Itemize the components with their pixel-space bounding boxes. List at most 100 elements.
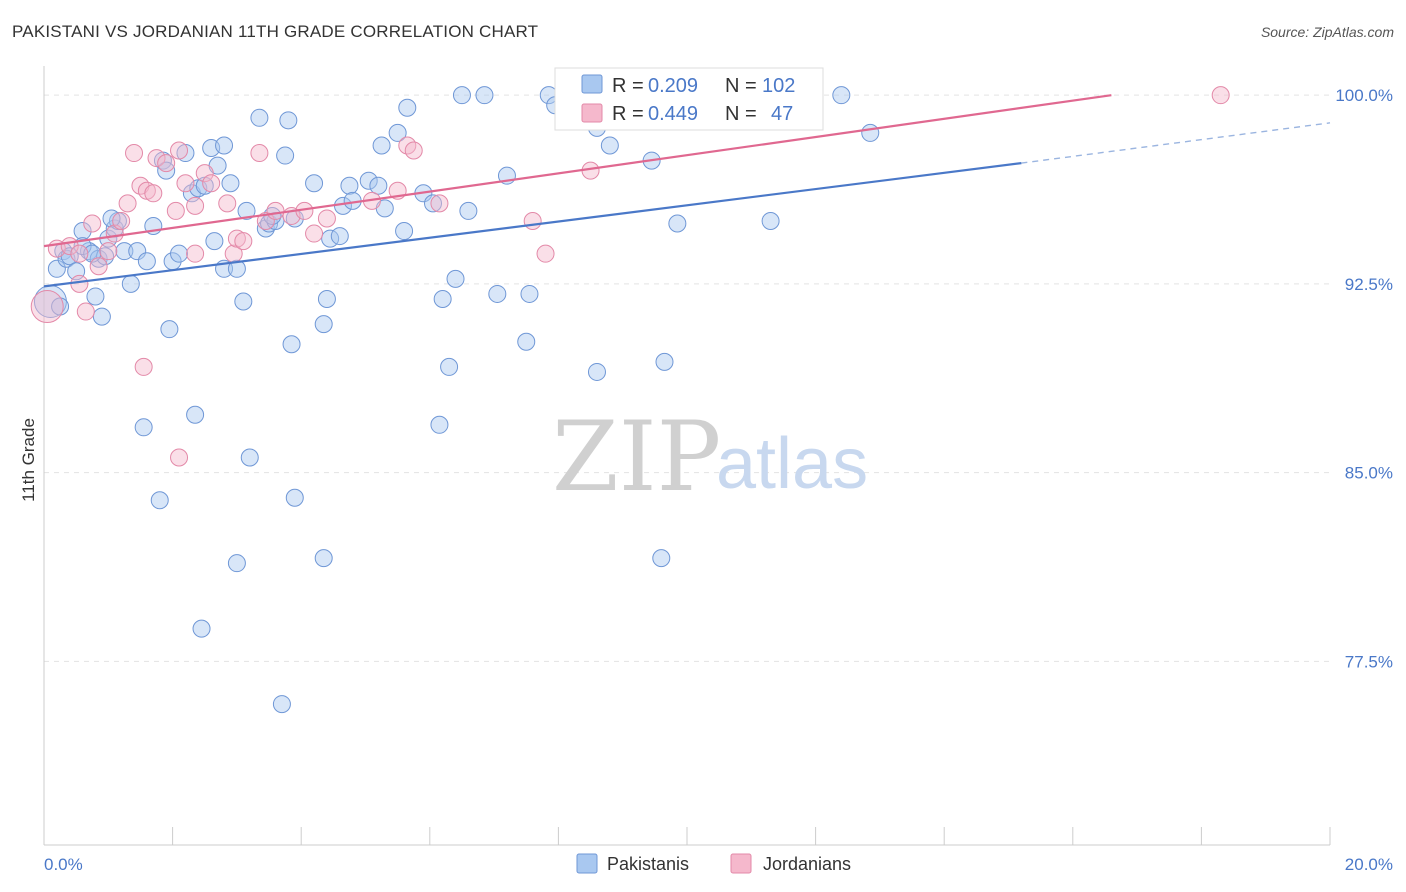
pakistani-point [121, 274, 140, 293]
watermark-zip: ZIP [552, 401, 721, 513]
pakistani-point [240, 448, 259, 467]
jordanian-point [157, 154, 176, 173]
pakistani-point [317, 289, 336, 308]
jordanian-point [218, 194, 237, 213]
legend-label-pakistanis: Pakistanis [607, 854, 689, 874]
data-points [30, 86, 1230, 714]
bottom-legend: Pakistanis Jordanians [576, 853, 851, 874]
pakistani-point [272, 695, 291, 714]
pakistani-point [668, 214, 687, 233]
jordanian-point [266, 201, 285, 220]
pakistani-point [398, 98, 417, 117]
pakistani-point [369, 176, 388, 195]
jordanian-point [523, 211, 542, 230]
jordanian-point [176, 174, 195, 193]
jordanian-point [1211, 86, 1230, 105]
jordanian-point [186, 196, 205, 215]
pakistani-point [832, 86, 851, 105]
pakistani-point [47, 259, 66, 278]
jordanian-point [536, 244, 555, 263]
pakistani-point [250, 108, 269, 127]
x-tick-label: 20.0% [1345, 855, 1393, 874]
jordanian-point [70, 244, 89, 263]
jordanian-point [234, 232, 253, 251]
pakistani-trend-extension [1021, 122, 1331, 164]
jordanian-point [134, 357, 153, 376]
pakistani-point [160, 320, 179, 339]
pakistani-point [215, 136, 234, 155]
jordanian-point [70, 274, 89, 293]
jordanian-point [30, 290, 64, 324]
pakistani-point [137, 252, 156, 271]
r-value-1: 0.209 [648, 75, 698, 97]
stats-legend: R = 0.209 N = 102 R = 0.449 N = 47 [554, 67, 824, 131]
n-value-2: 47 [771, 103, 793, 125]
jordanian-point [317, 209, 336, 228]
pakistani-point [330, 227, 349, 246]
pakistani-point [440, 357, 459, 376]
pakistani-point [186, 405, 205, 424]
x-tick-label: 0.0% [44, 855, 83, 874]
pakistani-point [459, 201, 478, 220]
pakistani-point [234, 292, 253, 311]
pakistani-point [134, 418, 153, 437]
jordanian-point [202, 174, 221, 193]
watermark-atlas: atlas [716, 424, 868, 504]
jordanian-point [305, 224, 324, 243]
r-label-2: R = [612, 103, 644, 125]
r-value-2: 0.449 [648, 103, 698, 125]
legend-swatch-jordanians [730, 853, 752, 874]
pakistani-trend-line [43, 162, 1022, 288]
legend-swatch-pakistanis [576, 853, 598, 874]
pakistani-point [446, 269, 465, 288]
pakistani-point [314, 315, 333, 334]
jordanian-point [147, 149, 166, 168]
pakistani-point [276, 146, 295, 165]
pakistani-point [520, 284, 539, 303]
jordanian-point [118, 194, 137, 213]
pakistani-point [452, 86, 471, 105]
pakistani-point [388, 123, 407, 142]
watermark: ZIP atlas [552, 401, 868, 513]
y-tick-label: 100.0% [1335, 86, 1393, 105]
pakistani-point [340, 176, 359, 195]
jordanian-point [144, 184, 163, 203]
pakistani-point [655, 352, 674, 371]
pakistani-point [475, 86, 494, 105]
jordanian-point [170, 448, 189, 467]
pakistani-point [372, 136, 391, 155]
jordanian-point [166, 201, 185, 220]
jordanian-point [125, 144, 144, 163]
jordanian-trend-line [43, 94, 1112, 248]
y-tick-label: 85.0% [1345, 464, 1393, 483]
pakistani-point [128, 242, 147, 261]
jordanian-point [89, 257, 108, 276]
pakistani-point [150, 491, 169, 510]
pakistani-point [279, 111, 298, 130]
pakistani-point [115, 242, 134, 261]
pakistani-point [73, 222, 92, 241]
pakistani-point [395, 222, 414, 241]
pakistani-point [51, 297, 70, 316]
pakistani-point [205, 232, 224, 251]
blue-swatch [581, 74, 603, 94]
pakistani-point [305, 174, 324, 193]
jordanian-point [99, 242, 118, 261]
y-axis-ticks: 100.0% 92.5% 85.0% 77.5% [1335, 86, 1393, 671]
pakistani-point [285, 488, 304, 507]
jordanian-point [112, 211, 131, 230]
legend-label-jordanians: Jordanians [763, 854, 851, 874]
y-tick-label: 92.5% [1345, 275, 1393, 294]
jordanian-point [170, 141, 189, 160]
chart-title: PAKISTANI VS JORDANIAN 11TH GRADE CORREL… [12, 22, 539, 41]
jordanian-point [76, 302, 95, 321]
pakistani-point [652, 549, 671, 568]
pakistani-point [192, 619, 211, 638]
pakistani-point [92, 307, 111, 326]
n-label-2: N = [725, 103, 757, 125]
pakistani-point [314, 549, 333, 568]
source-credit: Source: ZipAtlas.com [1260, 24, 1394, 40]
y-axis-label: 11th Grade [19, 418, 38, 502]
r-label-1: R = [612, 75, 644, 97]
